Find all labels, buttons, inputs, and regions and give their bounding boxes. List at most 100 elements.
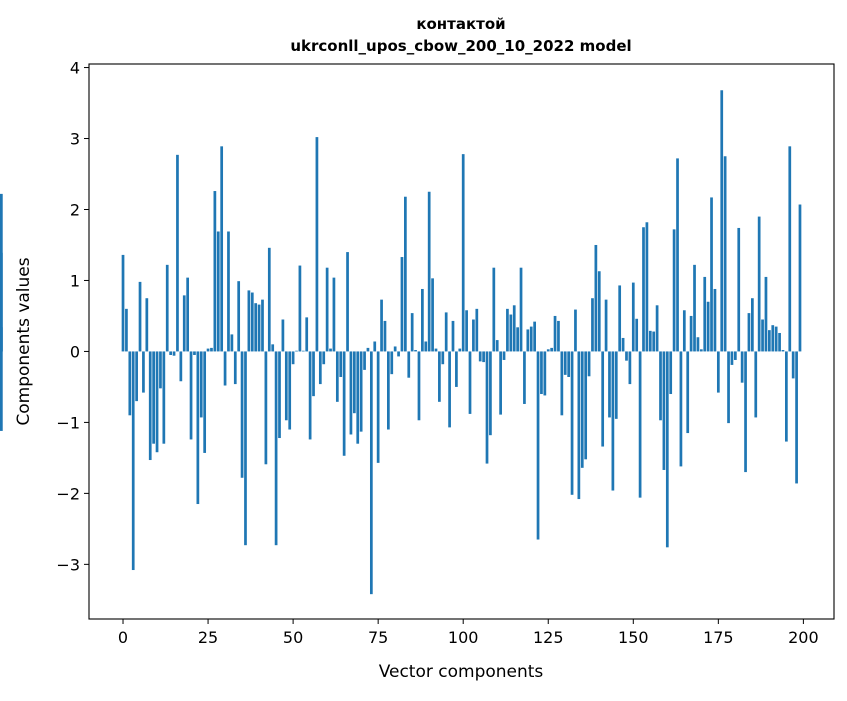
bar-195 [785,351,788,442]
bar-123 [540,351,543,395]
bar-14 [169,351,172,355]
bar-34 [237,281,241,352]
bar-2 [128,351,132,416]
bar-57 [315,137,319,352]
y-tick-label-1: 1 [70,271,80,290]
bar-55 [308,351,312,440]
bar-149 [628,351,632,385]
bar-136 [584,351,588,460]
bar-89 [424,341,428,352]
bar-1 [125,308,128,352]
bar-65 [342,351,346,456]
bar-144 [611,351,615,491]
bar-131 [567,351,571,377]
chart-title-line-1: контактой [416,15,505,33]
bar-111 [499,351,502,415]
bar-32 [230,334,234,352]
bar-172 [706,301,710,352]
bar-105 [478,351,482,362]
bar-12 [162,351,166,444]
bar-127 [553,315,557,352]
bar-98 [455,351,458,387]
bar-29 [220,146,224,352]
bar-78 [387,351,390,430]
bar-10 [155,351,159,453]
bar-163 [676,158,679,352]
bar-190 [768,330,771,352]
bar-192 [774,326,778,352]
bar-17 [179,351,183,382]
bar-85 [410,313,414,352]
bar-125 [546,349,550,352]
bar-133 [574,309,577,352]
bar-114 [509,314,513,352]
bar-41 [261,299,264,352]
bar-39 [254,303,258,352]
bar-121 [533,321,536,352]
bar-45 [274,351,278,546]
bar-44 [271,344,275,352]
bar-47 [281,319,285,352]
bar-3 [131,351,135,571]
x-tick-label-175: 175 [703,628,734,647]
y-tick-label-4: 4 [70,59,80,78]
bar-37 [247,290,251,352]
bar-179 [730,351,734,365]
bar-176 [720,90,724,352]
bar-99 [458,348,462,352]
bar-166 [686,351,690,434]
bar-20 [189,351,193,440]
bar-51 [295,350,298,352]
bar-6 [142,351,145,393]
bar-104 [475,308,479,352]
bar-194 [781,350,785,352]
y-axis-label: Components values [14,257,34,425]
bar-40 [257,304,261,352]
bar-165 [682,310,686,352]
bar-198 [795,351,798,484]
bar-59 [322,351,326,365]
bar-72 [366,347,370,352]
bar-168 [693,264,696,352]
bar-106 [482,351,485,363]
bar-120 [529,326,533,352]
bar-4 [135,351,138,402]
bar-197 [791,351,795,379]
bar-103 [472,319,475,352]
bar-49 [288,351,292,430]
bar-88 [421,288,424,352]
bar-79 [390,351,394,375]
bar-188 [761,319,764,352]
bar-102 [468,351,472,414]
x-tick-label-50: 50 [283,628,303,647]
bar-140 [597,271,601,352]
bar-109 [492,267,496,352]
bar-15 [172,351,176,356]
bar-134 [577,351,581,500]
bar-80 [393,346,397,352]
x-tick-label-200: 200 [788,628,819,647]
bar-84 [407,351,411,378]
x-tick-label-125: 125 [533,628,564,647]
bar-30 [223,351,227,386]
bar-157 [655,305,659,352]
bar-167 [689,315,693,352]
bar-117 [519,267,523,352]
bar-171 [703,276,707,352]
bar-81 [397,351,400,357]
bar-146 [618,285,622,352]
bar-113 [506,308,509,352]
bar-71 [363,351,366,370]
bar-8 [148,351,152,461]
bar-27 [213,191,217,352]
bar-11 [159,351,162,389]
bar-156 [652,331,656,352]
bar-73 [369,351,373,595]
bar-186 [754,351,758,418]
bar-64 [339,351,343,377]
bar-50 [291,351,295,365]
bar-110 [495,340,499,352]
bar-22 [196,351,200,505]
bar-183 [744,351,747,473]
